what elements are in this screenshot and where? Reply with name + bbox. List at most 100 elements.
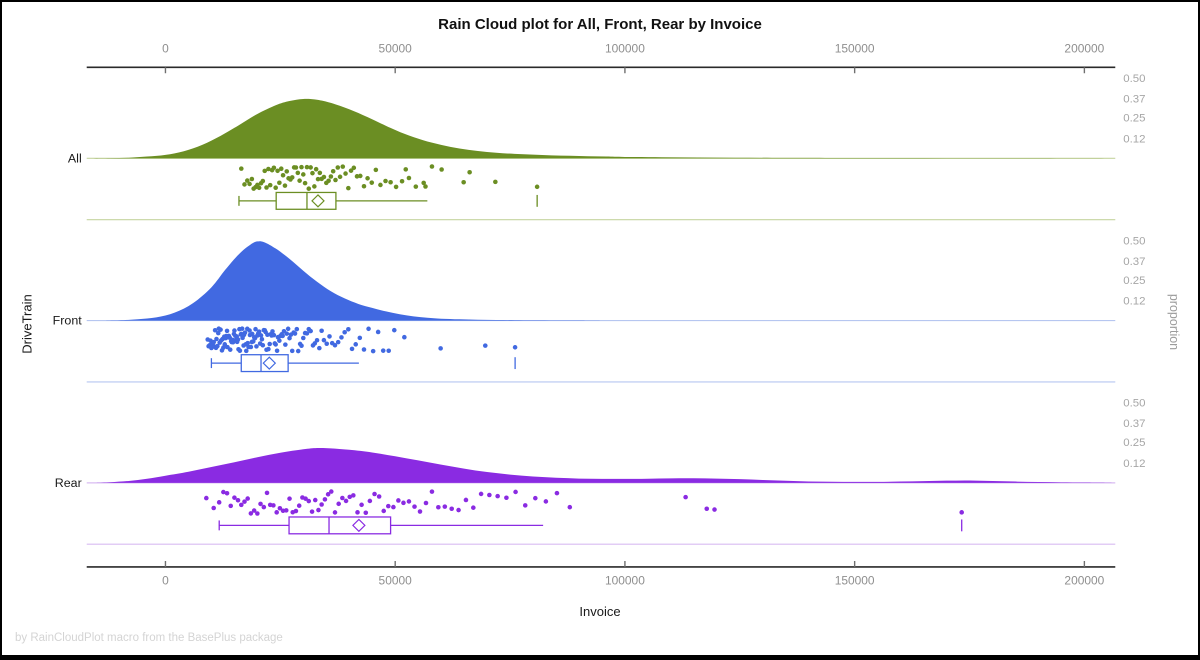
rain-point: [267, 341, 272, 347]
rain-point: [260, 342, 266, 348]
rain-point: [293, 165, 299, 170]
density-curve-rear: [96, 447, 1112, 483]
rain-point: [264, 185, 269, 190]
rain-point: [533, 495, 538, 501]
rain-point: [248, 511, 254, 516]
rain-point: [253, 326, 258, 332]
rain-point: [554, 490, 560, 496]
rain-point: [376, 494, 382, 499]
rain-point: [274, 510, 279, 515]
rain-point: [363, 510, 369, 516]
rain-point: [284, 169, 290, 174]
rain-point: [264, 490, 270, 496]
rain-point: [522, 503, 528, 508]
rain-point: [413, 184, 419, 189]
rain-point: [267, 182, 273, 188]
rain-point: [449, 506, 454, 512]
rain-point: [456, 507, 461, 513]
rain-point: [378, 182, 383, 188]
rain-point: [402, 334, 407, 340]
rain-point: [245, 496, 250, 501]
rain-point: [292, 331, 298, 336]
mean-diamond: [352, 518, 366, 533]
rain-point: [959, 510, 964, 515]
rain-point: [704, 506, 710, 512]
rain-point: [391, 327, 397, 333]
rain-point: [248, 344, 254, 350]
rain-point: [370, 348, 376, 354]
rain-point: [421, 180, 426, 186]
rain-point: [271, 503, 276, 508]
rain-point: [366, 326, 371, 332]
density-curve-front: [105, 241, 602, 321]
rain-point: [302, 180, 308, 186]
rain-point: [348, 168, 354, 173]
rain-point: [467, 169, 472, 175]
rain-point: [327, 334, 332, 339]
rain-point: [235, 497, 241, 503]
rain-point: [423, 500, 429, 506]
rain-point: [357, 335, 363, 341]
proportion-tick-label: 0.25: [1123, 113, 1145, 125]
rain-point: [266, 166, 271, 172]
rain-point: [237, 348, 243, 354]
rain-point: [339, 335, 344, 340]
rain-point: [406, 175, 412, 181]
rain-point: [304, 164, 310, 170]
proportion-tick-label: 0.25: [1123, 437, 1145, 449]
rain-point: [259, 337, 265, 342]
rain-point: [308, 328, 313, 334]
rain-point: [211, 339, 216, 345]
proportion-tick-label: 0.37: [1123, 418, 1145, 430]
rain-point: [442, 504, 448, 509]
rain-point: [324, 341, 330, 347]
rain-point: [216, 500, 222, 505]
top-axis-tick-label: 50000: [379, 41, 413, 55]
rain-point: [303, 496, 308, 501]
rain-point: [260, 178, 266, 184]
rain-point: [359, 502, 364, 508]
rain-point: [254, 344, 259, 349]
rain-point: [380, 348, 386, 353]
rain-point: [342, 329, 347, 335]
rain-point: [355, 510, 360, 515]
rain-point: [232, 495, 237, 500]
rain-point: [278, 166, 284, 171]
proportion-tick-label: 0.50: [1123, 235, 1145, 247]
rain-point: [306, 186, 312, 191]
rain-point: [406, 499, 412, 504]
rain-point: [224, 490, 230, 496]
rain-point: [321, 337, 327, 343]
rain-point: [322, 497, 328, 502]
mean-diamond: [311, 194, 325, 208]
proportion-tick-label: 0.12: [1123, 458, 1145, 470]
rain-point: [317, 170, 323, 176]
rain-point: [326, 178, 331, 184]
y-axis-label-drivetrain: DriveTrain: [19, 294, 35, 354]
rain-point: [471, 505, 476, 510]
rain-point: [211, 505, 216, 511]
rain-point: [312, 184, 317, 189]
rain-point: [312, 341, 318, 346]
rain-point: [513, 489, 518, 495]
rain-point: [340, 495, 345, 501]
box: [275, 191, 337, 210]
rain-point: [258, 333, 264, 338]
proportion-tick-label: 0.12: [1123, 296, 1145, 308]
rain-point: [369, 180, 375, 185]
rain-point: [351, 165, 357, 171]
rain-point: [478, 491, 484, 497]
rain-point: [482, 343, 488, 348]
rain-point: [312, 497, 318, 503]
rain-point: [275, 168, 280, 174]
rain-point: [337, 174, 343, 180]
rain-point: [336, 501, 341, 507]
rain-point: [289, 175, 295, 180]
rain-point: [204, 495, 209, 501]
rain-point: [294, 326, 300, 332]
rain-point: [243, 348, 249, 354]
rain-point: [299, 343, 304, 348]
rain-point: [340, 164, 346, 169]
rain-point: [310, 170, 315, 176]
rain-point: [212, 328, 218, 333]
